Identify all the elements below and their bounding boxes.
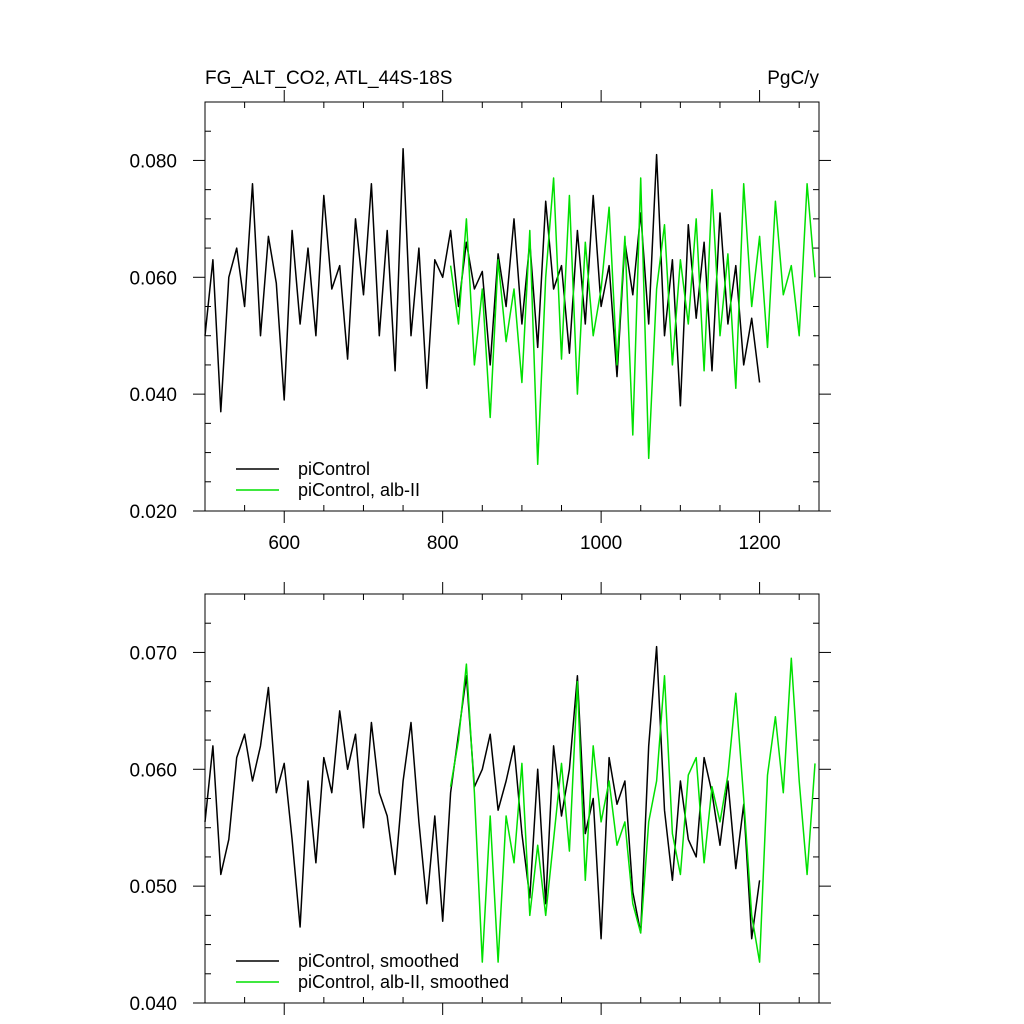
bottom-plot-area: [204, 645, 816, 963]
y-tick-label: 0.080: [129, 151, 177, 172]
x-tick-label: 1200: [738, 533, 780, 554]
top-plot-area: [204, 147, 816, 466]
chart-title: FG_ALT_CO2, ATL_44S-18S: [205, 68, 452, 89]
bottom-panel-ticks: [193, 582, 831, 1015]
y-tick-label: 0.050: [129, 877, 177, 898]
legend-label-alb-II-smoothed: piControl, alb-II, smoothed: [298, 972, 509, 992]
bottom-legend: piControl, smoothed piControl, alb-II, s…: [236, 951, 509, 992]
legend-label-piControl: piControl: [298, 459, 370, 479]
series-line-1-1: [449, 657, 816, 963]
x-tick-label: 1000: [580, 533, 622, 554]
y-tick-label: 0.060: [129, 268, 177, 289]
y-tick-label: 0.070: [129, 643, 177, 664]
series-line-1-0: [204, 645, 761, 940]
x-tick-label: 800: [427, 533, 459, 554]
series-line-0-1: [449, 177, 816, 466]
series-line-0-0: [204, 147, 761, 413]
x-tick-label: 600: [268, 533, 300, 554]
top-plot-frame: [204, 101, 820, 512]
y-tick-label: 0.040: [129, 385, 177, 406]
legend-label-piControl-smoothed: piControl, smoothed: [298, 951, 459, 971]
top-panel: FG_ALT_CO2, ATL_44S-18S PgC/y 600 800 1000…: [129, 68, 831, 554]
bottom-panel: 0.040 0.050 0.060 0.070 piControl, smoothed…: [129, 582, 831, 1015]
y-tick-label: 0.020: [129, 502, 177, 523]
legend-label-alb-II: piControl, alb-II: [298, 480, 420, 500]
units-label: PgC/y: [767, 68, 819, 89]
y-tick-label: 0.040: [129, 994, 177, 1015]
y-tick-label: 0.060: [129, 760, 177, 781]
top-legend: piControl piControl, alb-II: [236, 459, 420, 500]
top-panel-tick-labels: 600 800 1000 1200 0.020 0.040 0.060 0.080: [129, 151, 780, 554]
bottom-plot-frame: [204, 593, 820, 1004]
bottom-panel-tick-labels: 0.040 0.050 0.060 0.070: [129, 643, 177, 1015]
